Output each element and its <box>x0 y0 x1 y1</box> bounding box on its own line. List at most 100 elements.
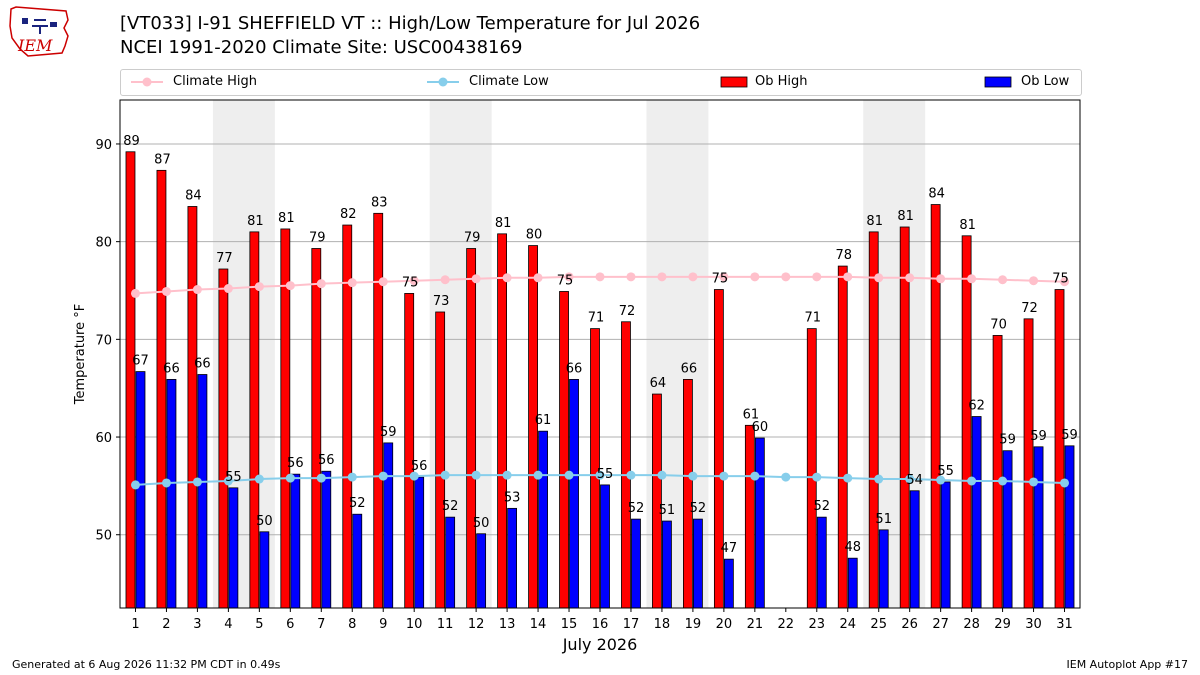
ob-high-label: 84 <box>185 188 202 203</box>
ob-high-bar <box>1054 289 1065 609</box>
climate-low-point <box>936 475 946 485</box>
ob-high-bar <box>311 248 322 609</box>
x-tick-label: 18 <box>654 617 671 632</box>
ob-high-label: 71 <box>805 311 822 326</box>
x-tick-label: 10 <box>406 617 423 632</box>
ob-high-bar <box>435 311 446 609</box>
x-tick-label: 9 <box>379 617 387 632</box>
ob-high-label: 75 <box>1052 272 1069 287</box>
x-tick-label: 31 <box>1056 617 1073 632</box>
ob-high-label: 78 <box>835 248 852 263</box>
climate-high-point <box>192 285 202 295</box>
climate-low-point <box>409 471 419 481</box>
climate-high-point <box>781 272 791 282</box>
climate-high-point <box>998 275 1008 285</box>
x-tick-label: 12 <box>468 617 485 632</box>
x-tick-label: 13 <box>499 617 516 632</box>
climate-low-point <box>130 480 140 490</box>
ob-low-label: 62 <box>968 399 985 414</box>
ob-low-bar <box>166 378 177 609</box>
ob-low-bar <box>569 378 579 609</box>
climate-high-point <box>316 279 326 289</box>
climate-high-point <box>750 272 760 282</box>
ob-low-label: 55 <box>937 464 954 479</box>
ob-high-label: 64 <box>650 376 667 391</box>
ob-high-bar <box>961 235 972 609</box>
ob-low-label: 52 <box>690 501 707 516</box>
ob-low-label: 51 <box>875 512 892 527</box>
ob-high-label: 87 <box>154 152 171 167</box>
ob-low-label: 67 <box>132 354 149 369</box>
climate-low-point <box>502 470 512 480</box>
climate-high-point <box>812 272 822 282</box>
ob-low-bar <box>135 371 146 609</box>
ob-high-label: 72 <box>619 304 636 319</box>
ob-low-label: 56 <box>411 459 428 474</box>
ob-high-label: 75 <box>402 275 419 290</box>
x-tick-label: 14 <box>530 617 547 632</box>
ob-high-label: 79 <box>309 230 326 245</box>
ob-high-bar <box>899 226 910 609</box>
ob-low-label: 56 <box>287 456 304 471</box>
climate-low-point <box>347 472 357 482</box>
climate-low-point <box>440 470 450 480</box>
climate-low-point <box>595 470 605 480</box>
climate-high-point <box>285 281 295 291</box>
ob-low-label: 59 <box>1030 429 1047 444</box>
ob-low-label: 52 <box>628 501 645 516</box>
climate-low-point <box>223 476 233 486</box>
ob-low-label: 66 <box>163 361 180 376</box>
ob-low-bar <box>352 513 363 609</box>
climate-low-point <box>998 476 1008 486</box>
ob-high-label: 80 <box>526 228 543 243</box>
ob-low-label: 52 <box>442 499 459 514</box>
ob-low-label: 52 <box>814 499 831 514</box>
climate-high-point <box>905 273 915 283</box>
climate-low-point <box>161 478 171 488</box>
ob-low-bar <box>693 518 703 609</box>
climate-low-point <box>626 470 636 480</box>
y-axis-label: Temperature °F <box>73 304 88 405</box>
climate-high-point <box>130 288 140 298</box>
chart-title: [VT033] I-91 SHEFFIELD VT :: High/Low Te… <box>120 13 701 34</box>
climate-low-point <box>533 470 543 480</box>
climate-low-point <box>657 470 667 480</box>
ob-low-label: 50 <box>256 514 273 529</box>
app-credit: IEM Autoplot App #17 <box>1066 658 1189 671</box>
ob-low-bar <box>476 533 487 609</box>
x-axis-label: July 2026 <box>562 635 638 654</box>
x-tick-label: 5 <box>255 617 263 632</box>
x-tick-label: 26 <box>901 617 918 632</box>
climate-low-point <box>285 473 295 483</box>
climate-high-point <box>378 277 388 287</box>
climate-high-point <box>719 272 729 282</box>
ob-high-label: 61 <box>743 407 760 422</box>
ob-high-label: 79 <box>464 230 481 245</box>
x-tick-label: 25 <box>870 617 887 632</box>
ob-low-bar <box>383 442 394 609</box>
x-tick-label: 6 <box>286 617 294 632</box>
legend: Climate High Climate Low Ob High Ob Low <box>120 69 1082 96</box>
climate-low-point <box>967 476 977 486</box>
legend-line-marker-icon <box>131 77 163 87</box>
ob-low-label: 56 <box>318 453 335 468</box>
ob-high-label: 81 <box>278 211 295 226</box>
x-tick-label: 16 <box>592 617 609 632</box>
climate-high-point <box>564 272 574 282</box>
ob-high-label: 70 <box>990 317 1007 332</box>
ob-high-bar <box>1023 318 1034 609</box>
climate-low-point <box>874 474 884 484</box>
climate-low-point <box>192 477 202 487</box>
climate-high-point <box>688 272 698 282</box>
ob-low-bar <box>878 529 889 609</box>
iem-logo: IEM <box>9 6 69 57</box>
climate-high-point <box>657 272 667 282</box>
x-tick-label: 1 <box>131 617 139 632</box>
ob-high-bar <box>713 289 724 609</box>
ob-low-bar <box>1033 446 1044 609</box>
ob-low-bar <box>414 476 425 609</box>
ob-high-label: 89 <box>123 134 140 149</box>
logo-mark-shape <box>22 18 28 24</box>
ob-high-bar <box>992 335 1003 609</box>
